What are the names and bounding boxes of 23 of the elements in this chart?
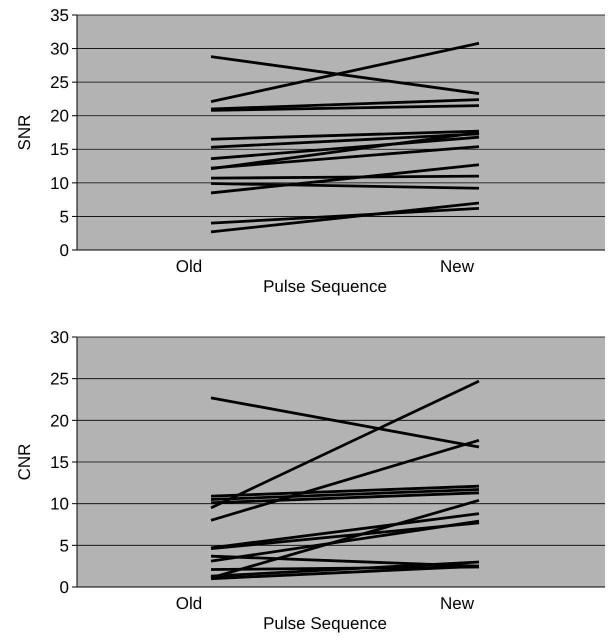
x-tick-label: Old bbox=[176, 257, 202, 276]
x-tick-label: New bbox=[440, 594, 475, 613]
y-tick-label: 20 bbox=[50, 411, 69, 430]
x-axis-title: Pulse Sequence bbox=[263, 614, 387, 633]
y-tick-label: 15 bbox=[50, 452, 69, 472]
y-tick-label: 0 bbox=[60, 240, 69, 260]
y-tick-label: 30 bbox=[50, 40, 69, 59]
y-tick-label: 5 bbox=[60, 536, 69, 556]
y-tick-label: 0 bbox=[60, 578, 69, 597]
y-tick-label: 15 bbox=[50, 140, 69, 160]
y-tick-label: 10 bbox=[50, 174, 69, 193]
y-tick-label: 25 bbox=[50, 73, 69, 92]
y-axis-title: CNR bbox=[15, 444, 34, 480]
x-tick-label: Old bbox=[176, 594, 202, 613]
y-axis-title: SNR bbox=[15, 114, 34, 150]
y-tick-label: 25 bbox=[50, 370, 69, 389]
y-tick-label: 35 bbox=[50, 6, 69, 25]
y-tick-label: 30 bbox=[50, 328, 69, 347]
y-tick-label: 5 bbox=[60, 207, 69, 226]
y-tick-label: 20 bbox=[50, 106, 69, 126]
y-tick-label: 10 bbox=[50, 494, 69, 514]
x-axis-title: Pulse Sequence bbox=[263, 277, 387, 296]
x-tick-label: New bbox=[440, 257, 475, 276]
